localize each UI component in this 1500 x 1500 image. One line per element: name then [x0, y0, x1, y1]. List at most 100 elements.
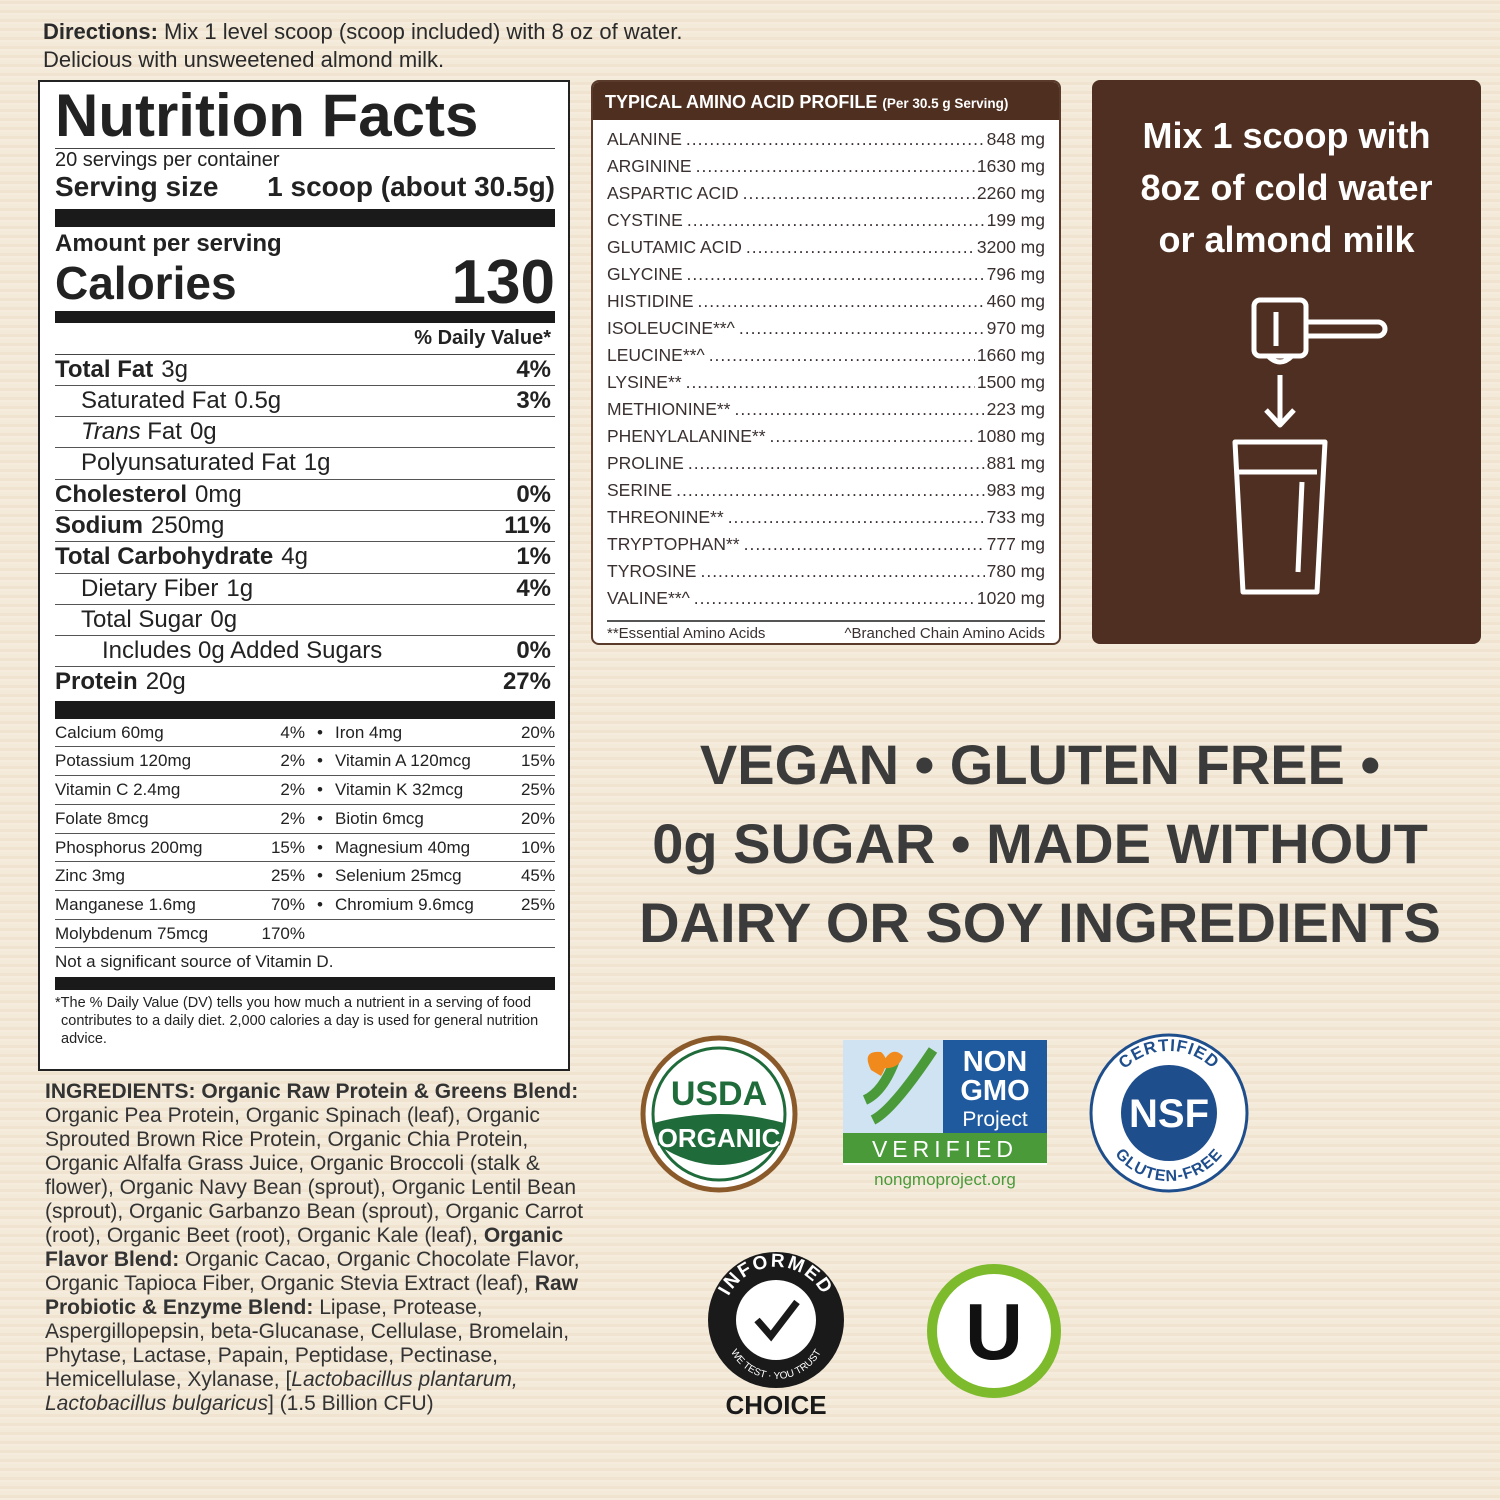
amino-name: SERINE	[607, 480, 673, 500]
amino-name: METHIONINE**	[607, 399, 731, 419]
dot-leader	[687, 207, 985, 234]
nutrient-name-amount: Polyunsaturated Fat 1g	[55, 448, 331, 478]
glass-icon	[1232, 439, 1328, 595]
verified-text: VERIFIED	[872, 1136, 1018, 1162]
nutrient-label: Sodium	[55, 511, 143, 539]
micronutrient-rows: Calcium 60mg 4% • Iron 4mg 20% Potassium 120m…	[55, 719, 555, 949]
nutrient-row: Dietary Fiber 1g 4%	[55, 574, 555, 605]
amino-value: 881 mg	[986, 453, 1045, 473]
bullet-separator: •	[317, 722, 323, 742]
dot-leader	[734, 396, 984, 423]
micronutrient-left: Zinc 3mg	[55, 866, 125, 886]
mix-text: Mix 1 scoop with 8oz of cold water or al…	[1092, 110, 1481, 266]
amino-row: GLUTAMIC ACID 3200 mg	[607, 234, 1045, 261]
mix-instructions-box: Mix 1 scoop with 8oz of cold water or al…	[1092, 80, 1481, 644]
amino-title: TYPICAL AMINO ACID PROFILE	[605, 92, 878, 112]
nutrient-dv: 0%	[516, 480, 551, 508]
non-text: NON	[963, 1046, 1027, 1078]
nutrient-dv: 4%	[516, 355, 551, 383]
amino-row: ASPARTIC ACID 2260 mg	[607, 180, 1045, 207]
amino-value: 777 mg	[986, 534, 1045, 554]
checkmark-icon	[754, 1299, 800, 1342]
ingredient-segment: Lactobacillus plantarum, Lactobacillus b…	[45, 1368, 518, 1415]
micronutrient-left: Phosphorus 200mg	[55, 837, 203, 857]
micronutrient-row: Potassium 120mg 2% • Vitamin A 120mcg 15%	[55, 747, 555, 777]
nutrient-row: Cholesterol 0mg 0%	[55, 480, 555, 511]
amino-value: 2260 mg	[976, 183, 1045, 203]
nutrient-amount: 1g	[226, 574, 254, 602]
micronutrient-left: Calcium 60mg	[55, 722, 164, 742]
amino-row: PHENYLALANINE** 1080 mg	[607, 423, 1045, 450]
arrow-down-icon	[1264, 375, 1296, 428]
nutrient-label: Dietary Fiber	[81, 574, 219, 602]
slogan-line: DAIRY OR SOY INGREDIENTS	[639, 891, 1441, 954]
scoop-into-glass-illustration	[1232, 297, 1388, 595]
amino-name: ALANINE	[607, 129, 682, 149]
amino-value: 1660 mg	[976, 345, 1045, 365]
bullet-separator: •	[317, 894, 323, 914]
amino-value: 970 mg	[986, 318, 1045, 338]
nutrient-amount: 20g	[145, 668, 186, 696]
slogan: VEGAN • GLUTEN FREE • 0g SUGAR • MADE WI…	[590, 725, 1490, 962]
gmo-text: GMO	[960, 1075, 1029, 1107]
amino-footnotes: **Essential Amino Acids ^Branched Chain …	[607, 622, 1045, 643]
amino-value: 1630 mg	[976, 156, 1045, 176]
nutrition-title: Nutrition Facts	[55, 82, 479, 149]
amino-value: 983 mg	[986, 480, 1045, 500]
ingredient-segment: INGREDIENTS: Organic Raw Protein & Green…	[45, 1080, 579, 1103]
nutrient-amount: 0g	[189, 418, 217, 446]
amino-name: PROLINE	[607, 453, 684, 473]
micronutrient-right	[335, 920, 520, 948]
calories-label: Calories	[55, 257, 237, 309]
amino-name: PHENYLALANINE**	[607, 426, 766, 446]
nutrient-name-amount: Sodium 250mg	[55, 511, 224, 541]
amino-row: GLYCINE 796 mg	[607, 261, 1045, 288]
servings-per-container: 20 servings per container	[55, 149, 280, 171]
mix-line: 8oz of cold water	[1140, 167, 1433, 208]
nsf-gluten-free-badge: CERTIFIED GLUTEN-FREE NSF	[1089, 1033, 1249, 1193]
micronutrient-left: Vitamin C 2.4mg	[55, 780, 181, 800]
micronutrient-left: Molybdenum 75mcg	[55, 923, 209, 943]
nutrient-label: Protein	[55, 668, 138, 696]
micronutrient-left-dv: 4%	[280, 722, 305, 742]
not-significant-text: Not a significant source of Vitamin D.	[55, 952, 334, 972]
micronutrient-left: Manganese 1.6mg	[55, 894, 196, 914]
non-gmo-badge: NON GMO Project VERIFIED nongmoproject.o…	[843, 1040, 1047, 1189]
amino-name: GLYCINE	[607, 264, 683, 284]
nutrient-dv: 4%	[516, 574, 551, 602]
directions-line2: Delicious with unsweetened almond milk.	[43, 47, 445, 72]
nutrient-amount: 0mg	[195, 480, 242, 508]
directions-line1: Mix 1 level scoop (scoop included) with …	[157, 19, 683, 44]
ingredient-segment: Raw Probiotic & Enzyme Blend:	[45, 1272, 579, 1319]
nongmo-url: nongmoproject.org	[874, 1170, 1016, 1189]
nutrient-rows: Total Fat 3g 4% Saturated Fat 0.5g 3% Trans Fa…	[55, 355, 555, 699]
scoop-icon	[1251, 297, 1388, 365]
directions-label: Directions:	[43, 19, 158, 44]
u-letter: U	[965, 1287, 1023, 1376]
nutrient-label: Cholesterol	[55, 480, 188, 508]
amino-acid-panel: TYPICAL AMINO ACID PROFILE (Per 30.5 g S…	[591, 80, 1061, 645]
micronutrient-right: Vitamin A 120mcg	[335, 751, 471, 771]
amino-row: ALANINE 848 mg	[607, 126, 1045, 153]
ingredient-segment: ] (1.5 Billion CFU)	[267, 1392, 434, 1415]
dot-leader	[694, 585, 975, 612]
nutrient-row: Includes 0g Added Sugars 0%	[55, 636, 555, 668]
usda-text: USDA	[671, 1075, 767, 1113]
micronutrient-right-dv: 25%	[520, 894, 555, 914]
dot-leader	[688, 450, 985, 477]
micronutrient-row: Manganese 1.6mg 70% • Chromium 9.6mcg 25%	[55, 891, 555, 920]
nutrient-row: Trans Fat 0g	[55, 417, 555, 449]
dot-leader	[686, 126, 985, 153]
not-significant-note: Not a significant source of Vitamin D.	[55, 948, 555, 977]
amino-value: 199 mg	[986, 210, 1045, 230]
micronutrient-row: Vitamin C 2.4mg 2% • Vitamin K 32mcg 25%	[55, 776, 555, 805]
micronutrient-left: Potassium 120mg	[55, 751, 192, 771]
dv-footnote: *The % Daily Value (DV) tells you how mu…	[55, 994, 539, 1047]
nutrient-label: Fat	[147, 418, 182, 446]
nsf-text: NSF	[1129, 1092, 1209, 1136]
slogan-line: VEGAN • GLUTEN FREE •	[699, 733, 1381, 796]
daily-value-header: % Daily Value*	[55, 323, 555, 355]
nutrient-label: Total Fat	[55, 355, 154, 383]
dot-leader	[700, 558, 984, 585]
micronutrient-right: Vitamin K 32mcg	[335, 780, 464, 800]
